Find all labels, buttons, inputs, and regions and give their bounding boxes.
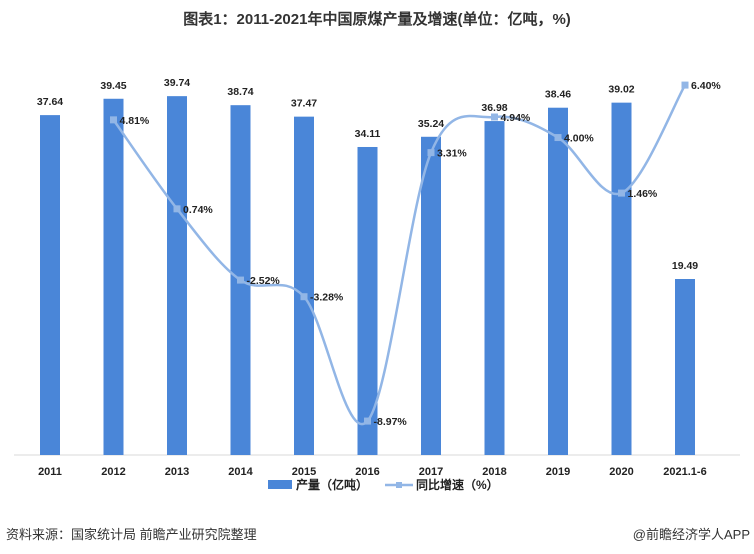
growth-point <box>427 149 435 157</box>
legend-bar-swatch <box>268 480 292 489</box>
bar <box>294 116 314 455</box>
bar-value-label: 35.24 <box>418 118 444 130</box>
x-tick-label: 2020 <box>609 466 633 478</box>
bar <box>40 115 60 455</box>
growth-point <box>681 81 689 89</box>
bar-value-label: 34.11 <box>355 128 381 140</box>
growth-value-label: -3.28% <box>310 292 344 304</box>
bar-value-label: 39.74 <box>164 77 190 89</box>
growth-point <box>110 116 117 124</box>
growth-value-label: 3.31% <box>437 148 467 160</box>
bar-value-label: 37.47 <box>291 98 317 110</box>
bar-value-label: 39.02 <box>608 84 634 96</box>
bar-value-label: 38.46 <box>545 89 571 101</box>
x-tick-label: 2012 <box>101 466 125 478</box>
growth-value-label: 4.00% <box>564 133 594 145</box>
x-tick-label: 2011 <box>38 466 62 478</box>
x-tick-label: 2016 <box>355 466 379 478</box>
growth-value-label: 4.81% <box>120 115 150 127</box>
x-tick-label: 2018 <box>482 466 506 478</box>
legend-line-marker <box>396 482 402 488</box>
growth-point <box>554 134 562 142</box>
growth-value-label: -8.97% <box>374 416 408 428</box>
legend-bar-label: 产量（亿吨） <box>296 477 368 492</box>
x-tick-label: 2014 <box>228 466 253 478</box>
bar <box>167 96 187 455</box>
bar <box>357 146 378 455</box>
growth-line <box>112 84 687 426</box>
x-tick-label: 2013 <box>165 466 189 478</box>
bar <box>421 136 441 455</box>
bar-value-label: 19.49 <box>672 260 698 272</box>
x-tick-label: 2021.1-6 <box>663 466 706 478</box>
bar <box>103 98 124 455</box>
bar-value-label: 38.74 <box>227 86 253 98</box>
growth-point <box>237 276 244 284</box>
chart-title: 图表1：2011-2021年中国原煤产量及增速(单位：亿吨，%) <box>183 11 571 28</box>
growth-point <box>173 205 181 213</box>
x-tick-label: 2019 <box>546 466 570 478</box>
bar <box>548 107 568 455</box>
legend-line-label: 同比增速（%） <box>416 477 499 492</box>
bar-value-label: 37.64 <box>37 96 63 108</box>
bar-value-label: 36.98 <box>481 102 507 114</box>
bar <box>484 121 505 455</box>
growth-value-label: 4.94% <box>501 112 531 124</box>
source-note: 资料来源：国家统计局 前瞻产业研究院整理 <box>6 527 257 542</box>
bar <box>675 279 695 455</box>
x-tick-label: 2017 <box>419 466 443 478</box>
x-tick-label: 2015 <box>292 466 316 478</box>
growth-value-label: 6.40% <box>691 80 721 92</box>
growth-point <box>618 189 625 197</box>
growth-value-label: 1.46% <box>628 188 658 200</box>
growth-point <box>300 293 308 301</box>
bar-value-label: 39.45 <box>100 80 126 92</box>
bar <box>611 102 632 455</box>
growth-value-label: 0.74% <box>183 204 213 216</box>
growth-point <box>491 113 498 121</box>
growth-value-label: -2.52% <box>247 275 281 287</box>
growth-point <box>364 417 371 425</box>
brand-credit: @前瞻经济学人APP <box>632 527 750 542</box>
